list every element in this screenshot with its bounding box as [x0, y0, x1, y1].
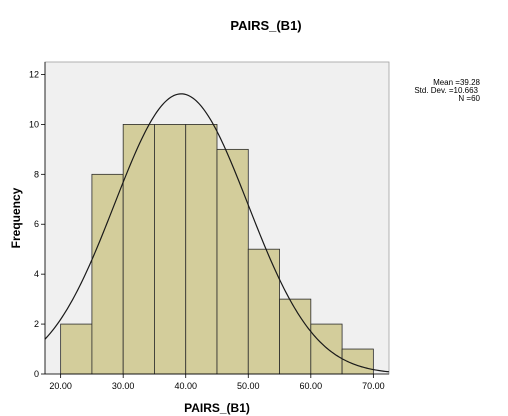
y-axis-ticks: 0 2 4 6 8 10 12 — [29, 69, 45, 379]
histogram-bar — [60, 323, 93, 375]
x-tick-label: 70.00 — [362, 381, 385, 391]
histogram-bar — [91, 173, 124, 375]
x-tick-label: 60.00 — [300, 381, 323, 391]
y-tick-label: 2 — [34, 319, 39, 329]
y-tick-label: 6 — [34, 219, 39, 229]
y-axis-label: Frequency — [9, 187, 23, 248]
histogram-bar — [216, 148, 249, 375]
stats-mean: Mean =39.28 — [433, 78, 480, 87]
y-tick-label: 10 — [29, 119, 39, 129]
x-tick-label: 20.00 — [49, 381, 72, 391]
stats-legend: Mean =39.28 Std. Dev. =10.663 N =60 — [414, 78, 480, 103]
normal-curve — [44, 93, 390, 373]
y-tick-label: 8 — [34, 169, 39, 179]
histogram-bar — [247, 248, 280, 375]
histogram-bar — [185, 124, 218, 375]
y-tick-label: 12 — [29, 69, 39, 79]
y-tick-label: 0 — [34, 369, 39, 379]
x-tick-label: 30.00 — [112, 381, 135, 391]
stats-n: N =60 — [458, 94, 480, 103]
bars-group — [60, 124, 374, 375]
histogram-bar — [310, 323, 343, 375]
x-axis-label: PAIRS_(B1) — [184, 401, 250, 415]
histogram-bar — [154, 124, 187, 375]
x-axis-ticks: 20.00 30.00 40.00 50.00 60.00 70.00 — [49, 374, 385, 391]
stats-std-dev: Std. Dev. =10.663 — [414, 86, 478, 95]
x-tick-label: 40.00 — [174, 381, 197, 391]
histogram-bar — [122, 124, 155, 375]
histogram-bar — [279, 298, 312, 375]
y-tick-label: 4 — [34, 269, 39, 279]
chart-title: PAIRS_(B1) — [230, 18, 301, 33]
x-tick-label: 50.00 — [237, 381, 260, 391]
